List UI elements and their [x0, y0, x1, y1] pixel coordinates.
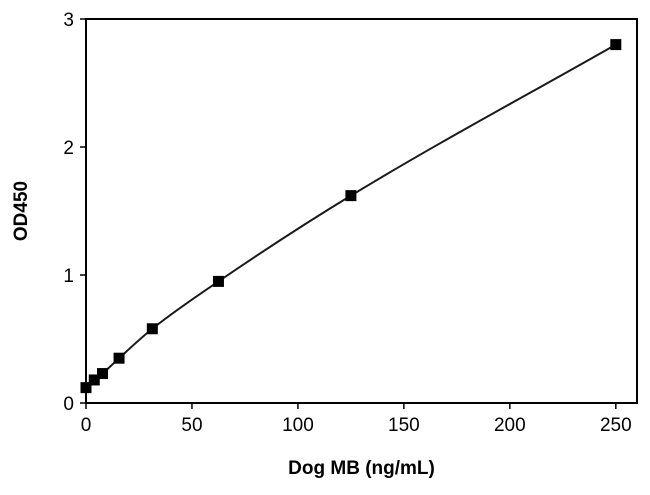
data-point — [610, 39, 622, 51]
plot-border — [85, 18, 638, 404]
x-axis-ticks: 0 50 100 150 200 250 — [81, 403, 632, 436]
y-tick-label: 3 — [63, 10, 74, 31]
data-point — [146, 323, 158, 335]
y-tick-label: 0 — [63, 394, 74, 415]
x-tick-label: 100 — [282, 415, 314, 436]
data-point — [113, 352, 125, 364]
fit-curve — [85, 43, 617, 389]
plot-frame — [85, 18, 638, 404]
y-tick-label: 1 — [63, 266, 74, 287]
x-axis-label: Dog MB (ng/mL) — [288, 458, 435, 479]
data-point — [212, 275, 224, 287]
data-point — [97, 368, 109, 380]
data-point — [80, 382, 92, 394]
data-point — [88, 374, 100, 386]
y-axis-label: OD450 — [11, 181, 32, 241]
x-tick-label: 150 — [388, 415, 420, 436]
x-tick-label: 250 — [600, 415, 632, 436]
data-point — [345, 190, 357, 202]
y-tick-label: 2 — [63, 138, 74, 159]
data-points — [80, 39, 622, 394]
y-axis-ticks: 0 1 2 3 — [63, 10, 86, 415]
x-tick-label: 50 — [181, 415, 202, 436]
x-tick-label: 0 — [81, 415, 92, 436]
x-tick-label: 200 — [494, 415, 526, 436]
